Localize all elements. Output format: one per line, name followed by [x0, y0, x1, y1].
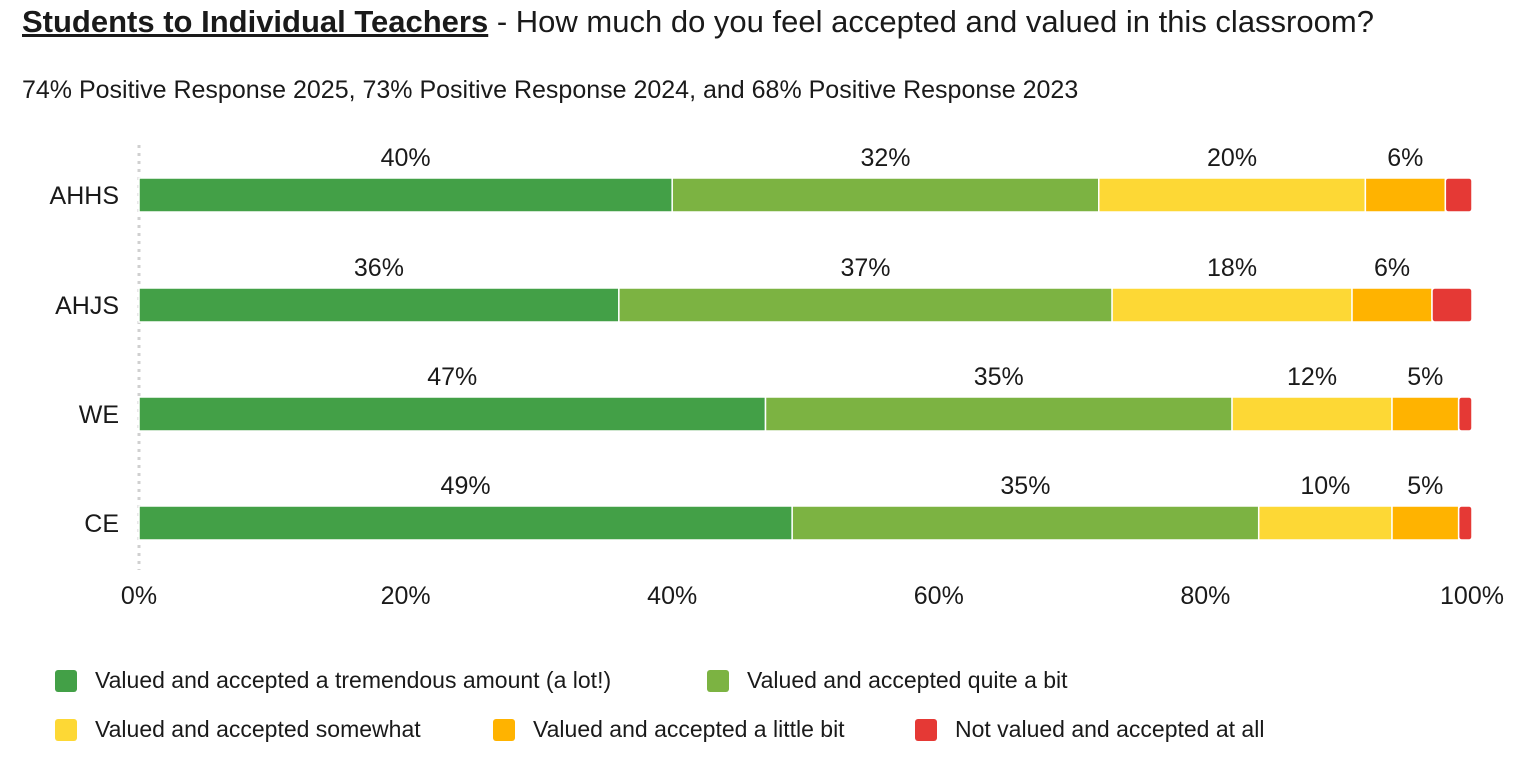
bar-segment: [138, 287, 620, 323]
data-label: 40%: [381, 144, 431, 172]
x-tick-label: 0%: [121, 582, 157, 610]
legend-swatch: [55, 718, 77, 741]
data-label: 32%: [860, 144, 910, 172]
bar-segment: [1111, 287, 1353, 323]
bar-segment: [1098, 177, 1367, 213]
bar-segment: [1231, 396, 1393, 432]
bar-segment: [138, 396, 767, 432]
data-label: 20%: [1207, 144, 1257, 172]
data-label: 36%: [354, 254, 404, 282]
category-label: AHJS: [55, 292, 119, 320]
data-label: 6%: [1387, 144, 1423, 172]
bar-segment: [1351, 287, 1433, 323]
legend-swatch: [707, 669, 729, 692]
category-label: CE: [84, 510, 119, 538]
legend-swatch: [55, 669, 77, 692]
data-label: 6%: [1374, 254, 1410, 282]
data-label: 5%: [1407, 472, 1443, 500]
legend-item: Valued and accepted a tremendous amount …: [55, 667, 611, 694]
bar-segment: [1391, 396, 1460, 432]
data-label: 49%: [441, 472, 491, 500]
x-tick-label: 60%: [914, 582, 964, 610]
data-label: 35%: [974, 363, 1024, 391]
legend-label: Valued and accepted quite a bit: [747, 667, 1068, 693]
data-label: 35%: [1000, 472, 1050, 500]
legend-item: Valued and accepted quite a bit: [707, 667, 1068, 694]
bar-segment: [138, 177, 673, 213]
chart-title-rest: - How much do you feel accepted and valu…: [488, 4, 1374, 39]
bar-segment: [764, 396, 1233, 432]
x-tick-label: 80%: [1180, 582, 1230, 610]
chart-title: Students to Individual Teachers - How mu…: [22, 4, 1374, 40]
category-label: WE: [79, 401, 119, 429]
legend-label: Valued and accepted somewhat: [95, 716, 421, 742]
bar-segment: [671, 177, 1100, 213]
bar-segment: [791, 505, 1260, 541]
bar-segment: [138, 505, 793, 541]
bar-segment: [1364, 177, 1447, 213]
bar-segment: [618, 287, 1113, 323]
legend-label: Not valued and accepted at all: [955, 716, 1265, 742]
x-tick-label: 20%: [381, 582, 431, 610]
data-label: 37%: [840, 254, 890, 282]
bar-segment: [1444, 177, 1473, 213]
bar-segment: [1457, 505, 1473, 541]
data-label: 47%: [427, 363, 477, 391]
legend-item: Valued and accepted somewhat: [55, 716, 421, 743]
stacked-bar-chart: AHHS 40% 32% 20% 6% AHJS 36% 37% 18% 6% WE 47% 35% 12…: [50, 144, 1504, 610]
chart-title-bold: Students to Individual Teachers: [22, 4, 489, 39]
legend-swatch: [915, 718, 937, 741]
category-label: AHHS: [50, 182, 119, 210]
legend-swatch: [493, 718, 515, 741]
legend-label: Valued and accepted a little bit: [533, 716, 845, 742]
bar-segment: [1391, 505, 1460, 541]
data-label: 10%: [1300, 472, 1350, 500]
legend-item: Valued and accepted a little bit: [493, 716, 845, 743]
x-tick-label: 40%: [647, 582, 697, 610]
chart-subtitle: 74% Positive Response 2025, 73% Positive…: [22, 76, 1079, 104]
data-label: 18%: [1207, 254, 1257, 282]
bar-segment: [1257, 505, 1393, 541]
data-label: 12%: [1287, 363, 1337, 391]
bar-segment: [1431, 287, 1473, 323]
bar-segment: [1457, 396, 1473, 432]
x-tick-label: 100%: [1440, 582, 1504, 610]
legend-label: Valued and accepted a tremendous amount …: [95, 667, 612, 693]
legend-item: Not valued and accepted at all: [915, 716, 1264, 743]
data-label: 5%: [1407, 363, 1443, 391]
